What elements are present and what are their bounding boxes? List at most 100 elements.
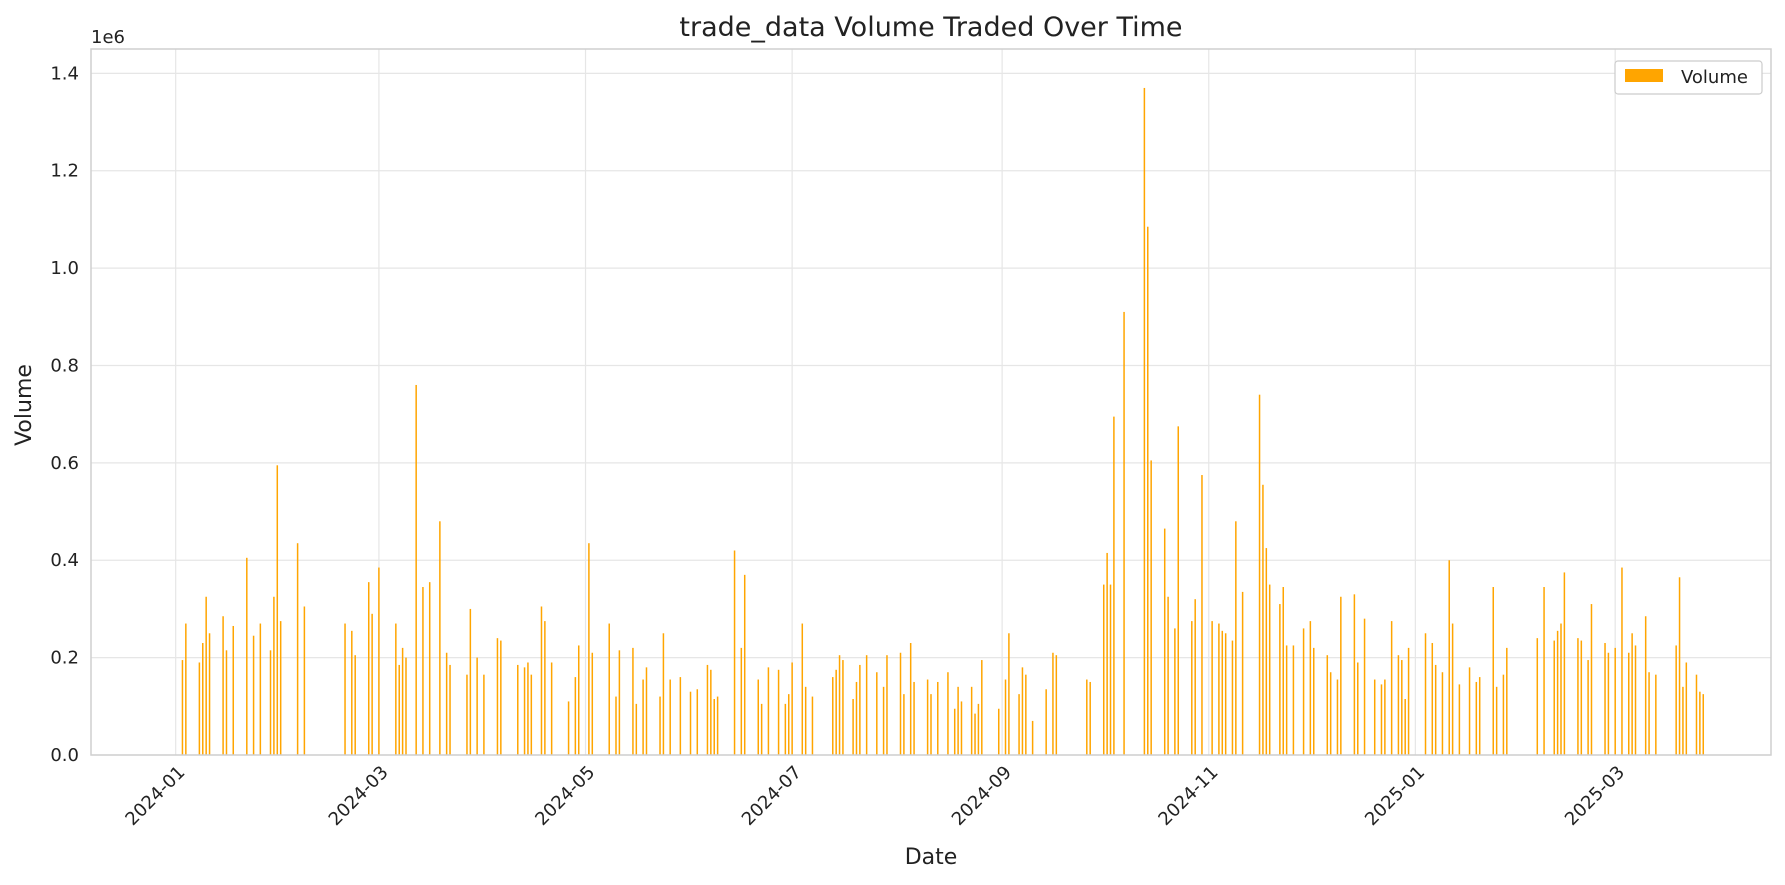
bar-volume-2024-10-13 [1143,87,1146,755]
bar-volume-2024-01-04 [185,623,187,755]
bar-volume-2024-08-13 [937,681,939,755]
bar-volume-2024-01-03 [181,660,184,755]
bar-volume-2024-07-13 [832,677,834,755]
bar-volume-2024-01-10 [205,596,207,755]
x-tick-label: 2024-07 [738,762,806,830]
bar-volume-2024-08-02 [899,652,902,755]
bar-volume-2025-03-20 [1678,577,1681,755]
bar-volume-2024-08-19 [957,686,959,755]
bar-volume-2025-01-25 [1495,686,1498,755]
bar-volume-2024-08-05 [909,643,912,755]
bar-volume-2024-08-11 [930,694,932,755]
y-tick-label: 0.8 [50,355,79,376]
x-tick-label: 2024-01 [121,762,189,830]
bar-volume-2025-03-22 [1685,662,1688,755]
bar-volume-2024-08-06 [913,681,915,755]
bar-volume-2024-11-26 [1292,645,1295,755]
bar-volume-2024-07-14 [835,669,837,755]
bar-volume-2025-02-19 [1580,640,1583,755]
y-tick-label: 1.4 [50,63,79,84]
bar-volume-2024-02-08 [303,606,306,755]
bar-volume-2024-04-29 [577,645,580,755]
x-axis-ticks: 2024-01 2024-03 2024-05 2024-07 2024-09 2024-… [121,762,1629,830]
bar-volume-2025-02-12 [1556,630,1559,755]
bar-volume-2024-07-05 [804,686,807,755]
bar-volume-2025-03-07 [1634,645,1637,755]
bar-volume-2024-11-24 [1285,645,1288,755]
bar-volume-2025-01-11 [1448,560,1450,755]
bar-volume-2024-05-10 [615,696,617,755]
bar-volume-2024-07-07 [811,696,814,755]
bar-volume-2024-11-02 [1211,621,1213,755]
bar-volume-2024-10-14 [1147,226,1149,756]
bar-volume-2024-03-07 [398,664,400,755]
bar-volume-2024-12-02 [1312,647,1315,755]
bar-volume-2025-02-08 [1543,587,1545,755]
bar-volume-2024-08-23 [970,686,973,755]
bar-volume-2024-01-09 [202,643,204,755]
bar-volume-2024-06-07 [710,669,712,755]
bar-volume-2024-09-16 [1052,652,1054,755]
bar-volume-2024-06-06 [706,664,709,755]
bar-volume-2024-02-20 [344,623,346,755]
bar-volume-2024-12-17 [1363,618,1366,755]
bar-volume-2024-07-15 [838,655,841,755]
bar-volume-2024-08-26 [981,660,983,755]
bar-volume-2024-01-31 [276,465,279,755]
bar-volume-2024-11-06 [1224,633,1227,755]
bar-volume-2024-07-16 [842,660,844,755]
bar-volume-2024-09-03 [1008,633,1010,755]
bar-volume-2025-02-26 [1604,643,1606,755]
bar-volume-2025-01-07 [1434,664,1437,755]
bar-volume-2025-03-01 [1614,647,1616,755]
bar-volume-2024-01-24 [252,635,255,755]
bar-volume-2024-11-23 [1282,587,1285,755]
bar-volume-2024-01-16 [225,650,228,755]
bar-volume-2025-01-27 [1502,674,1505,755]
bar-volume-2024-05-24 [662,633,665,755]
bar-volume-2024-09-14 [1045,689,1047,755]
bar-volume-2024-04-13 [523,667,526,755]
bar-volume-2024-06-16 [740,647,743,755]
bar-volume-2024-03-19 [439,521,441,755]
bar-volume-2025-03-11 [1648,672,1650,755]
grid-lines [91,49,1771,756]
bar-volume-2024-03-21 [445,652,448,755]
bar-volume-2024-01-30 [273,596,275,755]
bar-volume-2025-02-22 [1590,604,1593,755]
bar-volume-2024-12-27 [1397,655,1400,755]
bar-volume-2024-05-26 [669,679,671,755]
bar-volume-2024-05-29 [679,677,682,755]
bar-volume-2024-12-14 [1353,594,1356,755]
bar-volume-2024-08-24 [974,713,976,755]
bar-volume-2024-11-18 [1265,548,1268,755]
bar-volume-2025-03-05 [1627,652,1630,755]
bar-volume-2024-01-11 [208,633,211,755]
bar-volume-2025-01-14 [1458,684,1461,755]
bar-volume-2024-10-02 [1106,552,1108,755]
bar-volume-2024-05-18 [642,679,644,755]
bar-volume-2024-12-28 [1401,660,1403,755]
bar-volume-2024-02-28 [371,613,373,755]
chart-title: trade_data Volume Traded Over Time [679,12,1182,43]
bar-volume-2024-07-01 [791,662,793,755]
bar-volume-2024-12-09 [1336,679,1339,755]
bar-volume-2024-03-12 [415,384,417,755]
bar-volume-2024-04-15 [530,674,533,755]
bar-volume-2025-03-27 [1702,694,1705,755]
legend-label-volume: Volume [1681,67,1748,88]
bar-volume-2024-04-21 [550,662,553,755]
bar-volume-2024-03-08 [401,647,404,755]
legend: Volume [1614,60,1763,95]
bar-volume-2025-03-19 [1675,645,1677,755]
bar-volume-2024-06-27 [777,669,780,755]
bar-volume-2024-10-27 [1191,621,1193,755]
bar-volume-2024-04-01 [483,674,485,755]
bar-volume-2024-12-10 [1340,596,1342,755]
bar-volume-2024-10-01 [1102,584,1105,755]
bar-volume-2024-12-07 [1329,672,1332,755]
bar-volume-2024-07-20 [855,681,858,755]
bar-volume-2024-10-04 [1113,416,1115,755]
bar-volume-2025-02-14 [1563,572,1566,755]
